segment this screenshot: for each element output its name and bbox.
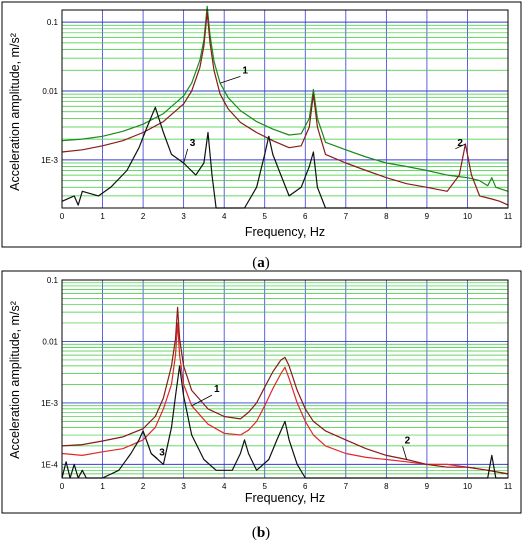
x-tick-label: 5 bbox=[263, 212, 268, 221]
x-tick-label: 7 bbox=[344, 482, 349, 491]
caption-a: (a) bbox=[252, 255, 270, 271]
chart-a: 0 1 2 3 4 5 6 7 8 9 10 11 0.1 0.01 1E-3 1 2 3 Frequency,… bbox=[1, 1, 522, 248]
x-tick-label: 11 bbox=[504, 212, 513, 221]
y-tick-label: 0.1 bbox=[47, 18, 59, 27]
x-tick-label: 6 bbox=[303, 212, 308, 221]
chart-b-annotations: 1 2 3 bbox=[150, 384, 411, 460]
x-tick-label: 10 bbox=[463, 212, 472, 221]
series-label-2: 2 bbox=[457, 138, 463, 149]
caption-b-close: ) bbox=[265, 525, 270, 541]
caption-b: (b) bbox=[252, 525, 270, 541]
chart-b: 0 1 2 3 4 5 6 7 8 9 10 11 0.1 0.01 1E-3 1E-4 1 2 3 Freque… bbox=[1, 270, 522, 514]
chart-b-xlabel: Frequency, Hz bbox=[245, 491, 325, 505]
annotation-leader bbox=[220, 76, 241, 84]
x-tick-label: 5 bbox=[263, 482, 268, 491]
chart-b-plot-area bbox=[62, 280, 508, 478]
caption-a-letter: a bbox=[257, 255, 265, 271]
chart-a-plot-area bbox=[62, 10, 508, 208]
x-tick-label: 7 bbox=[344, 212, 349, 221]
x-tick-label: 9 bbox=[425, 212, 430, 221]
series-label-1: 1 bbox=[242, 65, 248, 76]
chart-a-xlabel: Frequency, Hz bbox=[245, 225, 325, 239]
chart-a-plot-frame bbox=[61, 9, 509, 209]
x-tick-label: 8 bbox=[384, 212, 389, 221]
series-1-line bbox=[61, 322, 509, 475]
annotation-leader bbox=[183, 148, 189, 164]
caption-a-open: ( bbox=[252, 255, 257, 271]
chart-a-ticks: 0 1 2 3 4 5 6 7 8 9 10 11 0.1 0.01 1E-3 bbox=[41, 18, 513, 221]
annotation-leader bbox=[191, 394, 213, 407]
caption-b-letter: b bbox=[257, 525, 265, 541]
y-tick-label: 0.1 bbox=[47, 276, 59, 285]
x-tick-label: 1 bbox=[100, 212, 105, 221]
chart-a-ylabel: Acceleration amplitude, m/s² bbox=[8, 33, 22, 191]
y-tick-label: 1E-3 bbox=[41, 156, 58, 165]
x-tick-label: 3 bbox=[181, 212, 186, 221]
caption-b-open: ( bbox=[252, 525, 257, 541]
series-2-line bbox=[61, 306, 509, 475]
x-tick-label: 2 bbox=[141, 482, 146, 491]
x-tick-label: 11 bbox=[504, 482, 513, 491]
chart-b-plot-frame bbox=[61, 279, 509, 479]
x-tick-label: 0 bbox=[60, 482, 65, 491]
x-tick-label: 2 bbox=[141, 212, 146, 221]
series-3-line bbox=[61, 106, 508, 209]
x-tick-label: 6 bbox=[303, 482, 308, 491]
y-tick-label: 0.01 bbox=[42, 87, 58, 96]
chart-b-ylabel: Acceleration amplitude, m/s² bbox=[8, 301, 22, 459]
annotation-leader bbox=[150, 453, 158, 459]
annotation-leader bbox=[455, 143, 466, 150]
series-1-line bbox=[61, 5, 509, 192]
annotation-leader bbox=[402, 446, 408, 460]
x-tick-label: 4 bbox=[222, 212, 227, 221]
y-tick-label: 1E-4 bbox=[41, 460, 58, 469]
x-tick-label: 4 bbox=[222, 482, 227, 491]
series-label-1: 1 bbox=[214, 384, 220, 395]
chart-a-series bbox=[61, 5, 509, 209]
x-tick-label: 8 bbox=[384, 482, 389, 491]
chart-b-ticks: 0 1 2 3 4 5 6 7 8 9 10 11 0.1 0.01 1E-3 1E-4 bbox=[41, 276, 513, 491]
x-tick-label: 9 bbox=[425, 482, 430, 491]
x-tick-label: 3 bbox=[181, 482, 186, 491]
y-tick-label: 0.01 bbox=[42, 337, 58, 346]
series-label-3: 3 bbox=[159, 447, 165, 458]
caption-a-close: ) bbox=[265, 255, 270, 271]
x-tick-label: 0 bbox=[60, 212, 65, 221]
x-tick-label: 1 bbox=[100, 482, 105, 491]
series-label-2: 2 bbox=[405, 435, 411, 446]
y-tick-label: 1E-3 bbox=[41, 399, 58, 408]
series-label-3: 3 bbox=[190, 138, 196, 149]
series-2-line bbox=[61, 11, 509, 206]
x-tick-label: 10 bbox=[463, 482, 472, 491]
chart-a-annotations: 1 2 3 bbox=[183, 65, 466, 164]
